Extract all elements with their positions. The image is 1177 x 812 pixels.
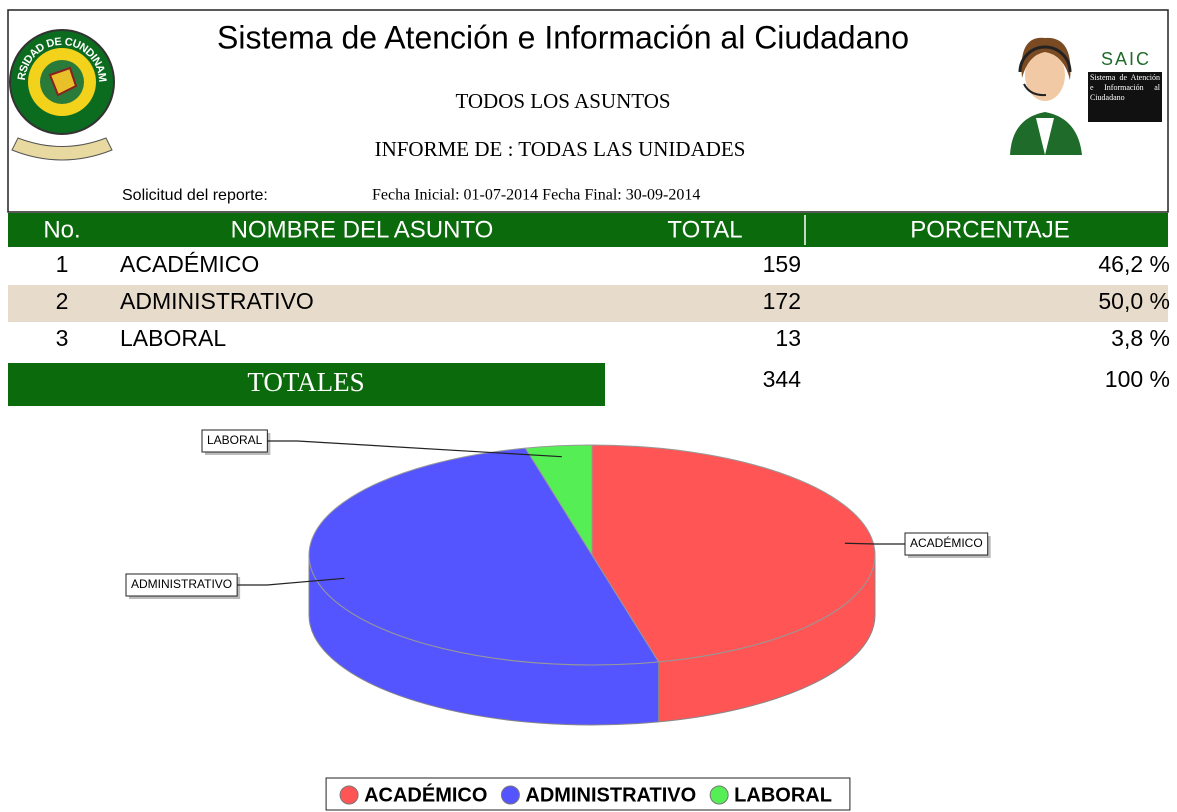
row-percent: 3,8 %	[1111, 325, 1170, 351]
slice-label: LABORAL	[207, 433, 263, 447]
legend-swatch	[500, 785, 520, 805]
legend-label: ADMINISTRATIVO	[525, 784, 696, 806]
legend-swatch	[339, 785, 359, 805]
saic-caption: Sistema de Atención e Información al Ciu…	[1090, 73, 1160, 102]
table-header-bar	[8, 213, 1168, 247]
row-number: 2	[56, 288, 69, 314]
totals-label: TOTALES	[247, 367, 364, 397]
row-number: 3	[56, 325, 69, 351]
row-percent: 50,0 %	[1098, 288, 1170, 314]
saic-caption-box: Sistema de Atención e Información al Ciu…	[1090, 73, 1160, 102]
column-header: NOMBRE DEL ASUNTO	[231, 216, 494, 243]
row-total: 172	[763, 288, 801, 314]
totals-bar	[8, 363, 605, 406]
row-total: 13	[775, 325, 801, 351]
totals-total: 344	[763, 366, 802, 392]
title: Sistema de Atención e Información al Ciu…	[217, 19, 909, 55]
row-percent: 46,2 %	[1098, 251, 1170, 277]
leader-line	[844, 542, 905, 545]
column-header: PORCENTAJE	[910, 216, 1070, 243]
legend-box	[325, 777, 851, 811]
report-scope: INFORME DE : TODAS LAS UNIDADES	[375, 137, 746, 161]
row-name: ACADÉMICO	[120, 251, 259, 277]
row-name: ADMINISTRATIVO	[120, 288, 314, 314]
row-stripe	[8, 285, 1168, 322]
date-range: Fecha Inicial: 01-07-2014 Fecha Final: 3…	[372, 187, 700, 204]
column-header: TOTAL	[667, 216, 742, 243]
slice-label: ACADÉMICO	[910, 535, 983, 550]
leader-line	[267, 440, 562, 458]
totals-percent: 100 %	[1105, 366, 1170, 392]
subtitle: TODOS LOS ASUNTOS	[455, 89, 670, 113]
column-header: No.	[43, 216, 80, 243]
legend-label: LABORAL	[734, 784, 832, 806]
slice-label: ADMINISTRATIVO	[131, 577, 232, 591]
legend-label: ACADÉMICO	[364, 783, 487, 806]
slice	[524, 444, 593, 557]
table: No. NOMBRE DEL ASUNTO TOTAL PORCENTAJE 1 ACAD…	[8, 213, 1170, 406]
leader-line	[237, 577, 345, 586]
legend: ACADÉMICO ADMINISTRATIVO LABORAL	[325, 777, 851, 811]
row-total: 159	[763, 251, 801, 277]
row-number: 1	[56, 251, 69, 277]
saic-logo: SAIC Sistema de Atención e Información a…	[1010, 37, 1162, 155]
request-label: Solicitud del reporte:	[122, 187, 268, 204]
header-box	[7, 9, 1169, 213]
saic-brand: SAIC	[1101, 49, 1151, 69]
slice	[591, 444, 876, 663]
legend-swatch	[709, 785, 729, 805]
row-name: LABORAL	[120, 325, 226, 351]
